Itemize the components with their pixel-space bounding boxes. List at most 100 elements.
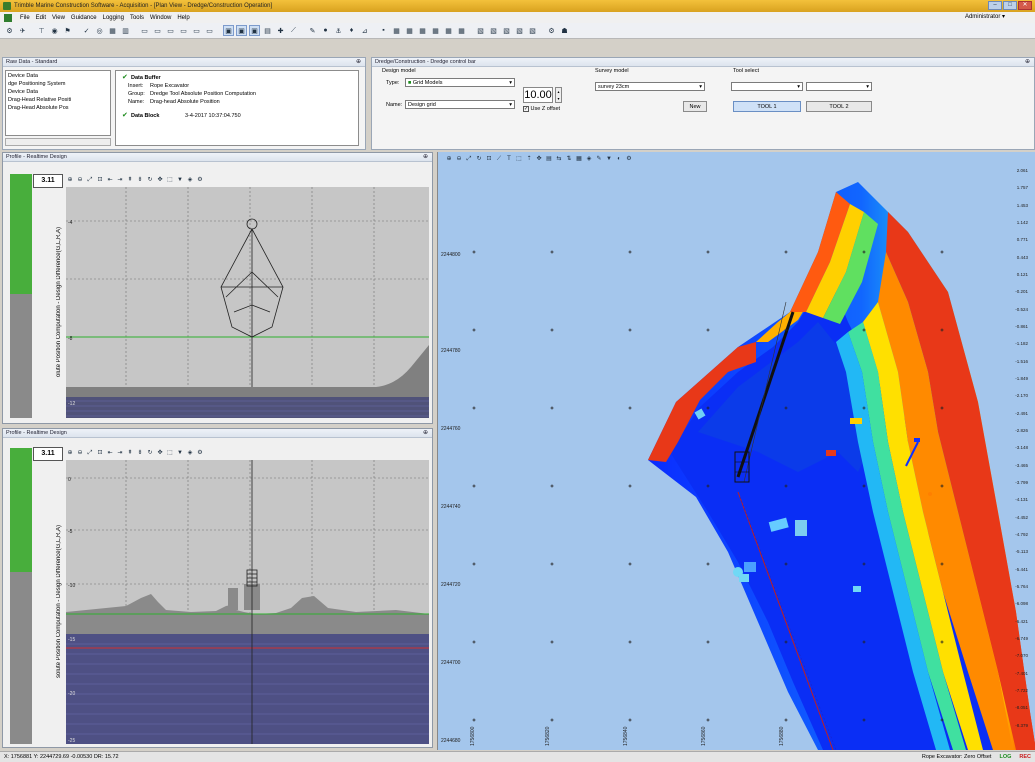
pencil-icon[interactable]: ✎ bbox=[309, 27, 316, 35]
window-5-icon[interactable]: ▭ bbox=[193, 27, 200, 35]
profile-view-icon[interactable]: ▣ bbox=[236, 25, 247, 36]
list-item[interactable]: dge Positioning System bbox=[8, 81, 66, 87]
display-3-icon[interactable]: ▧ bbox=[503, 27, 510, 35]
select-icon[interactable]: ⬚ bbox=[516, 156, 522, 162]
rotate-icon[interactable]: ↻ bbox=[147, 450, 153, 456]
layout-5-icon[interactable]: ▦ bbox=[445, 27, 452, 35]
flag-icon[interactable]: ⚑ bbox=[64, 27, 71, 35]
app-menu-icon[interactable] bbox=[4, 13, 12, 22]
network-icon[interactable]: ☗ bbox=[561, 27, 568, 35]
bar-icon[interactable]: ▥ bbox=[122, 27, 129, 35]
window-3-icon[interactable]: ▭ bbox=[167, 27, 174, 35]
filter-icon[interactable]: ⊤ bbox=[38, 27, 45, 35]
draw-icon[interactable]: ✎ bbox=[596, 156, 602, 162]
follow-icon[interactable]: ⇆ bbox=[556, 156, 562, 162]
save-icon[interactable]: ▪ bbox=[382, 27, 385, 34]
text-icon[interactable]: T bbox=[507, 156, 511, 162]
menu-tools[interactable]: Tools bbox=[129, 14, 144, 21]
zoom-in-icon[interactable]: ⊕ bbox=[446, 156, 452, 162]
boat-icon[interactable]: ♦ bbox=[349, 27, 354, 34]
tracking-icon[interactable]: ⇅ bbox=[566, 156, 572, 162]
measure-icon[interactable]: ⟋ bbox=[496, 156, 502, 162]
zoom-in-icon[interactable]: ⊕ bbox=[67, 450, 73, 456]
zoom-out-icon[interactable]: ⊖ bbox=[77, 177, 83, 183]
settings-icon[interactable]: ⚙ bbox=[197, 177, 203, 183]
pin-icon[interactable]: ⊕ bbox=[1024, 59, 1030, 65]
list-item[interactable]: Device Data bbox=[8, 89, 38, 95]
anchor-icon[interactable]: ⚓ bbox=[335, 27, 342, 35]
zoom-in-icon[interactable]: ⊕ bbox=[67, 177, 73, 183]
window-6-icon[interactable]: ▭ bbox=[206, 27, 213, 35]
pin-icon[interactable]: ⊕ bbox=[422, 154, 428, 160]
center-icon[interactable]: ✥ bbox=[536, 156, 542, 162]
pan-up-icon[interactable]: ⇞ bbox=[127, 177, 133, 183]
horizontal-scrollbar[interactable] bbox=[5, 138, 111, 146]
zoom-fit-icon[interactable]: ⤢ bbox=[87, 177, 93, 183]
survey-select[interactable]: survey 23cm ▾ bbox=[595, 82, 705, 91]
zoom-fit-icon[interactable]: ⤢ bbox=[87, 450, 93, 456]
pan-up-icon[interactable]: ⇞ bbox=[127, 450, 133, 456]
display-2-icon[interactable]: ▧ bbox=[490, 27, 497, 35]
rotate-icon[interactable]: ↻ bbox=[147, 177, 153, 183]
menu-help[interactable]: Help bbox=[177, 14, 190, 21]
rotate-icon[interactable]: ↻ bbox=[476, 156, 482, 162]
tool-2-button[interactable]: TOOL 2 bbox=[806, 101, 872, 112]
check-icon[interactable]: ✓ bbox=[83, 27, 90, 35]
pin-icon[interactable]: ⊕ bbox=[422, 430, 428, 436]
maximize-button[interactable]: □ bbox=[1003, 1, 1017, 10]
target-icon[interactable]: ◎ bbox=[96, 27, 103, 35]
pan-right-icon[interactable]: ⇥ bbox=[117, 450, 123, 456]
move-icon[interactable]: ✥ bbox=[157, 450, 163, 456]
settings-icon[interactable]: ⚙ bbox=[197, 450, 203, 456]
window-1-icon[interactable]: ▭ bbox=[141, 27, 148, 35]
log-indicator[interactable]: LOG bbox=[999, 754, 1012, 760]
layout-3-icon[interactable]: ▦ bbox=[419, 27, 426, 35]
connect-icon[interactable]: ⚙ bbox=[6, 27, 13, 35]
z-offset-input[interactable]: 10.00 bbox=[523, 87, 553, 103]
layout-2-icon[interactable]: ▦ bbox=[406, 27, 413, 35]
pin-icon[interactable]: ⊕ bbox=[355, 59, 361, 65]
vessel-icon[interactable]: ✈ bbox=[19, 27, 26, 35]
select-icon[interactable]: ⬚ bbox=[167, 450, 173, 456]
layout-4-icon[interactable]: ▦ bbox=[432, 27, 439, 35]
offset-spinner[interactable]: ▴ ▾ bbox=[555, 87, 562, 103]
pan-left-icon[interactable]: ⇤ bbox=[107, 450, 113, 456]
close-button[interactable]: ✕ bbox=[1018, 1, 1032, 10]
zoom-out-icon[interactable]: ⊖ bbox=[77, 450, 83, 456]
tool-select-1[interactable]: ▾ bbox=[731, 82, 803, 91]
minimize-button[interactable]: – bbox=[988, 1, 1002, 10]
tool-view-icon[interactable]: ▼ bbox=[606, 156, 612, 162]
name-select[interactable]: Design grid ▾ bbox=[405, 100, 515, 109]
window-4-icon[interactable]: ▭ bbox=[180, 27, 187, 35]
plan-view[interactable] bbox=[437, 152, 1035, 750]
zoom-window-icon[interactable]: ⊡ bbox=[97, 177, 103, 183]
menu-guidance[interactable]: Guidance bbox=[70, 14, 97, 21]
tool-view-icon[interactable]: ▼ bbox=[177, 450, 183, 456]
palette-icon[interactable]: ◈ bbox=[187, 450, 193, 456]
type-select[interactable]: ■ Grid Models ▾ bbox=[405, 78, 515, 87]
tool-view-icon[interactable]: ▼ bbox=[177, 177, 183, 183]
list-item[interactable]: Drag-Head Absolute Pos bbox=[8, 105, 69, 111]
display-5-icon[interactable]: ▧ bbox=[529, 27, 536, 35]
window-2-icon[interactable]: ▭ bbox=[154, 27, 161, 35]
user-menu[interactable]: Administrator ▾ bbox=[964, 14, 1005, 20]
list-item[interactable]: Device Data bbox=[8, 73, 38, 79]
pan-right-icon[interactable]: ⇥ bbox=[117, 177, 123, 183]
chart-icon[interactable]: ▤ bbox=[264, 27, 271, 35]
select-icon[interactable]: ⬚ bbox=[167, 177, 173, 183]
layout-6-icon[interactable]: ▦ bbox=[458, 27, 465, 35]
plan-view-icon[interactable]: ▣ bbox=[223, 25, 234, 36]
ruler-icon[interactable]: ⟋ bbox=[291, 26, 296, 34]
plan-canvas[interactable] bbox=[438, 152, 1035, 750]
display-icon[interactable]: ▦ bbox=[576, 156, 582, 162]
zoom-window-icon[interactable]: ⊡ bbox=[97, 450, 103, 456]
menu-file[interactable]: File bbox=[20, 14, 30, 21]
marker-icon[interactable]: ● bbox=[323, 27, 328, 34]
display-1-icon[interactable]: ▧ bbox=[477, 27, 484, 35]
zoom-fit-icon[interactable]: ⤢ bbox=[466, 156, 472, 162]
zoom-out-icon[interactable]: ⊖ bbox=[456, 156, 462, 162]
layers-icon[interactable]: ▤ bbox=[546, 156, 552, 162]
raw-device-list[interactable]: Device Data dge Positioning System Devic… bbox=[5, 70, 111, 136]
new-button[interactable]: New bbox=[683, 101, 707, 112]
menu-view[interactable]: View bbox=[52, 14, 65, 21]
